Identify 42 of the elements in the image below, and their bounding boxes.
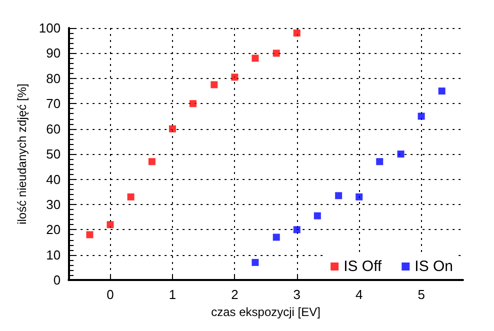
point bbox=[272, 50, 280, 57]
point bbox=[252, 258, 259, 266]
x-tick-label: 1 bbox=[168, 287, 176, 302]
legend-label: IS On bbox=[414, 258, 454, 275]
x-tick-label: 2 bbox=[231, 287, 238, 302]
point bbox=[106, 221, 114, 228]
x-tick-label: 3 bbox=[293, 287, 301, 302]
x-tick-label: 0 bbox=[106, 287, 114, 302]
x-axis-title: czas ekspozycji [EV] bbox=[211, 305, 320, 319]
y-tick-label: 80 bbox=[46, 70, 61, 86]
x-tick-label: 5 bbox=[418, 287, 425, 302]
y-tick-label: 20 bbox=[46, 222, 61, 238]
y-tick-label: 60 bbox=[46, 121, 61, 136]
point bbox=[293, 226, 300, 234]
point bbox=[418, 112, 425, 120]
point bbox=[272, 234, 280, 241]
point bbox=[356, 193, 363, 200]
y-tick-label: 40 bbox=[46, 172, 61, 187]
y-tick-label: 10 bbox=[46, 247, 61, 262]
y-tick-label: 50 bbox=[46, 146, 61, 162]
point bbox=[148, 158, 156, 166]
point bbox=[210, 81, 218, 88]
y-tick-label: 30 bbox=[46, 196, 61, 212]
point bbox=[190, 100, 197, 108]
point bbox=[376, 158, 384, 166]
point bbox=[335, 192, 342, 200]
point bbox=[86, 231, 94, 238]
legend-label: IS Off bbox=[344, 258, 382, 275]
point bbox=[252, 54, 259, 62]
point bbox=[293, 30, 300, 37]
point bbox=[438, 88, 446, 95]
point bbox=[231, 74, 238, 81]
x-tick-label: 4 bbox=[355, 287, 363, 302]
y-tick-label: 90 bbox=[46, 46, 61, 61]
point bbox=[314, 212, 321, 220]
y-tick-label: 0 bbox=[53, 272, 61, 288]
y-tick-label: 70 bbox=[46, 96, 61, 112]
point bbox=[168, 125, 176, 132]
point bbox=[127, 193, 134, 200]
y-tick-label: 100 bbox=[38, 20, 61, 36]
y-axis-title: ilość nieudanych zdjęć [%] bbox=[15, 84, 29, 224]
point bbox=[397, 150, 404, 158]
